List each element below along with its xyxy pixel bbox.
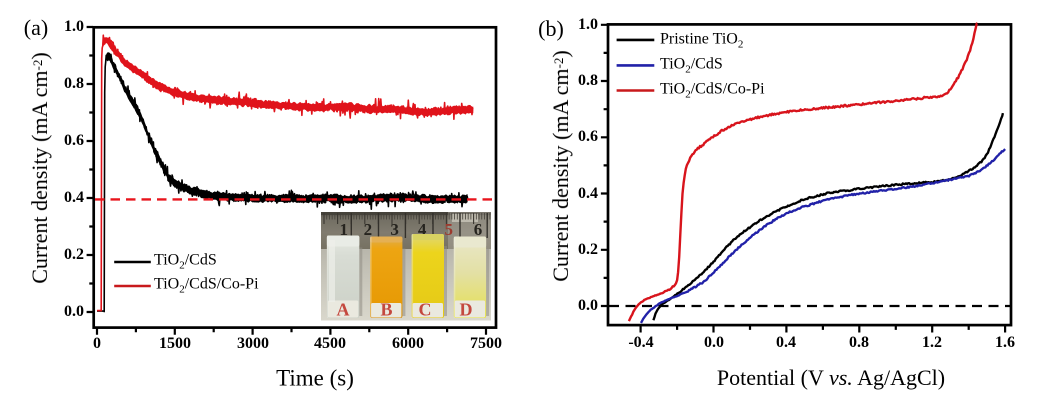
svg-text:4: 4 — [418, 220, 427, 239]
svg-text:C: C — [419, 300, 432, 320]
svg-text:5: 5 — [445, 220, 454, 239]
svg-text:3: 3 — [390, 220, 399, 239]
svg-text:B: B — [380, 300, 392, 320]
svg-text:6: 6 — [474, 220, 483, 239]
svg-text:D: D — [460, 300, 473, 320]
svg-text:1: 1 — [339, 220, 348, 239]
svg-text:A: A — [337, 300, 350, 320]
svg-text:2: 2 — [364, 220, 373, 239]
